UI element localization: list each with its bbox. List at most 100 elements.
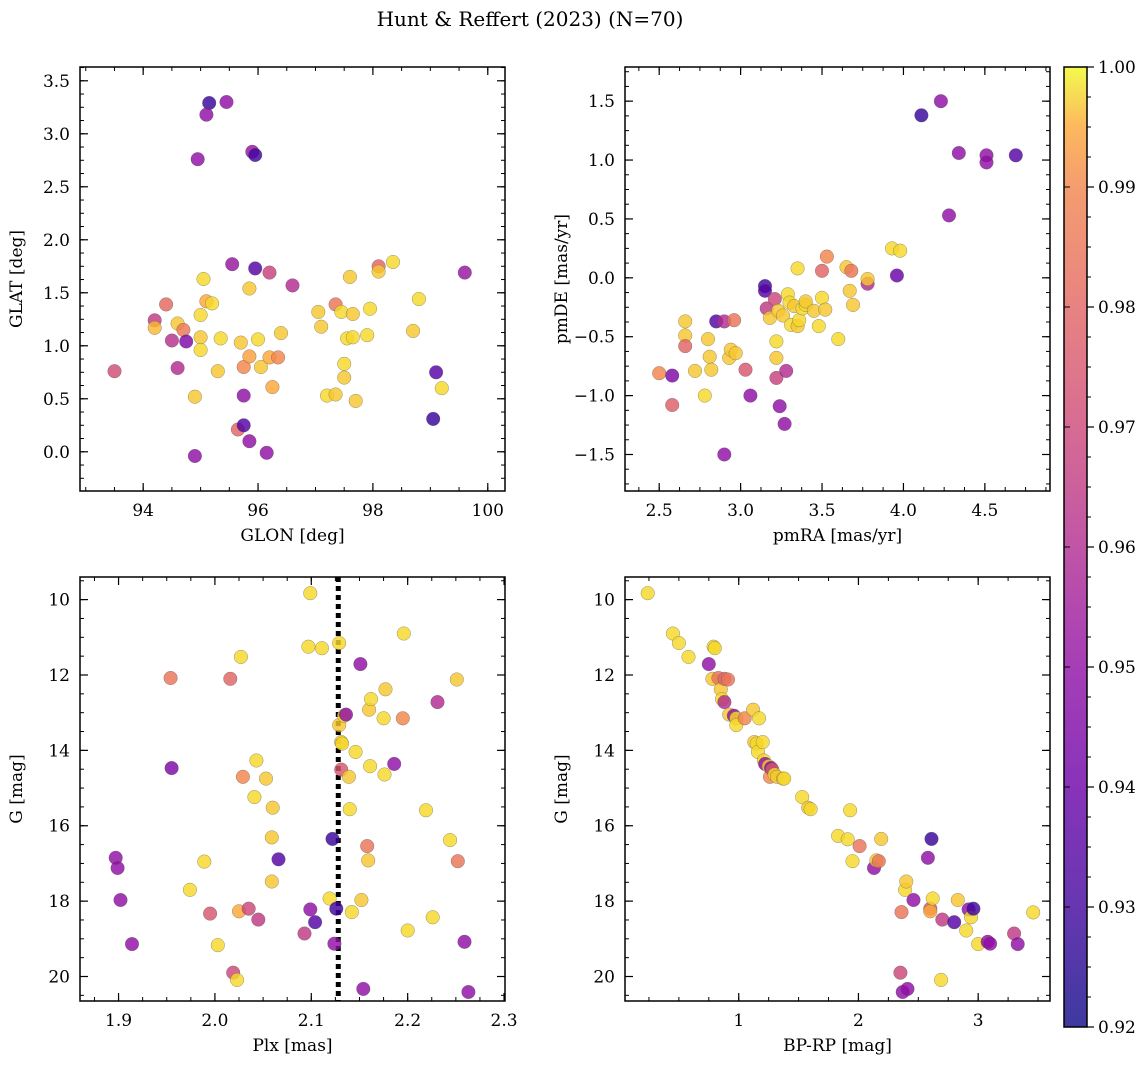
data-point — [1026, 905, 1041, 920]
data-point — [443, 833, 458, 848]
data-point — [430, 695, 445, 710]
data-point — [242, 434, 257, 449]
data-point — [273, 326, 289, 341]
data-point — [449, 672, 464, 687]
data-point — [702, 349, 717, 364]
x-tick-label: 100 — [472, 501, 504, 521]
data-point — [248, 147, 263, 163]
data-point — [652, 366, 667, 381]
y-tick-label: 0.0 — [588, 269, 615, 289]
data-point — [418, 803, 434, 818]
data-point — [701, 657, 716, 672]
y-tick-label: 20 — [593, 968, 615, 988]
data-point — [819, 249, 834, 264]
y-tick-label: −0.5 — [574, 328, 615, 348]
y-tick-label: 1.5 — [43, 284, 70, 304]
data-point — [899, 874, 914, 889]
x-tick-label: 2.0 — [201, 1011, 228, 1031]
data-point — [385, 254, 401, 270]
data-point — [687, 363, 703, 378]
x-axis-label: pmRA [mas/yr] — [773, 526, 902, 546]
data-point — [341, 769, 356, 784]
y-tick-label: 1.5 — [588, 92, 615, 112]
data-point — [395, 711, 410, 726]
data-point — [311, 304, 326, 319]
data-point — [671, 635, 686, 651]
y-tick-label: 2.5 — [43, 178, 70, 198]
data-point — [303, 902, 318, 917]
x-tick-label: 1.9 — [105, 1011, 132, 1031]
data-point — [700, 332, 716, 347]
data-point — [966, 901, 981, 916]
data-point — [251, 912, 266, 927]
scatter-points — [108, 586, 476, 1000]
data-point — [210, 938, 225, 953]
data-point — [210, 364, 225, 379]
data-point — [230, 972, 245, 987]
data-point — [332, 635, 347, 651]
data-point — [457, 265, 472, 280]
y-tick-label: 12 — [593, 666, 615, 686]
y-tick-label: 0.5 — [43, 390, 70, 410]
data-point — [187, 448, 202, 464]
data-point — [772, 399, 787, 414]
data-point — [707, 641, 722, 656]
data-point — [665, 397, 680, 413]
data-point — [360, 839, 375, 854]
data-point — [225, 257, 240, 272]
x-tick-label: 3 — [973, 1011, 984, 1031]
data-point — [906, 892, 921, 908]
data-point — [743, 388, 758, 403]
data-point — [950, 892, 965, 908]
data-point — [678, 339, 693, 354]
y-tick-label: 0.5 — [588, 210, 615, 230]
data-point — [110, 860, 125, 876]
data-point — [775, 308, 791, 323]
y-tick-label: 16 — [593, 817, 615, 837]
data-point — [844, 263, 859, 278]
data-point — [236, 418, 251, 433]
data-point — [769, 334, 784, 349]
data-point — [242, 349, 257, 364]
data-point — [163, 670, 178, 686]
colorbar-tick-label: 0.93 — [1098, 898, 1136, 918]
data-point — [235, 769, 250, 784]
y-axis-label: pmDE [mas/yr] — [552, 214, 572, 344]
data-point — [665, 368, 680, 383]
data-point — [265, 800, 280, 815]
data-point — [681, 649, 696, 664]
data-point — [250, 332, 266, 347]
data-point — [147, 320, 162, 335]
data-point — [426, 411, 441, 426]
x-tick-label: 2.3 — [491, 1011, 518, 1031]
data-point — [314, 319, 329, 334]
data-point — [777, 771, 792, 786]
data-point — [951, 145, 966, 161]
data-point — [934, 972, 949, 987]
data-point — [457, 934, 472, 949]
data-point — [678, 314, 693, 329]
data-point — [107, 364, 122, 379]
data-point — [959, 923, 974, 938]
colorbar-tick-label: 0.95 — [1098, 658, 1136, 678]
data-point — [400, 923, 415, 938]
data-point — [752, 711, 767, 726]
data-point — [259, 445, 274, 460]
data-point — [798, 294, 813, 309]
data-point — [704, 362, 719, 377]
data-point — [914, 108, 929, 123]
data-point — [377, 767, 392, 782]
panel-pmra-pmde: 2.5 3.0 3.5 4.0 4.5 −1.5 −1.0 −0.5 0.0 0.5 1.0 1.5 p… — [552, 66, 1051, 546]
data-point — [717, 695, 732, 710]
colorbar-tick-label: 0.99 — [1098, 178, 1136, 198]
data-point — [738, 362, 753, 377]
data-point — [329, 901, 344, 916]
colorbar-tick-label: 1.00 — [1098, 58, 1136, 78]
data-point — [285, 278, 300, 293]
data-point — [213, 331, 228, 346]
data-point — [920, 850, 935, 865]
data-point — [248, 261, 263, 276]
data-point — [717, 447, 732, 462]
y-tick-label: 1.0 — [43, 337, 70, 357]
y-tick-label: 10 — [48, 591, 70, 611]
